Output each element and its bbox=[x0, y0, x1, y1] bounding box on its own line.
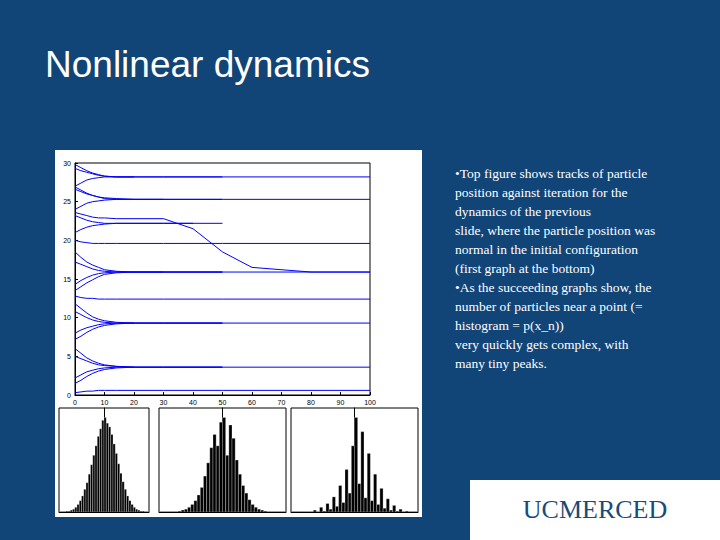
html-text:normal in the initial configur: normal in the initial configuration bbox=[455, 242, 638, 257]
html-text:histogram = p(x_n)): histogram = p(x_n)) bbox=[455, 318, 564, 333]
svg-text:100: 100 bbox=[364, 399, 376, 406]
html-text:dynamics of the previous: dynamics of the previous bbox=[455, 204, 592, 219]
svg-text:30: 30 bbox=[160, 399, 168, 406]
html-text:•As the succeeding graphs show: •As the succeeding graphs show, the bbox=[455, 280, 652, 295]
html-text:number of particles near a poi: number of particles near a point (= bbox=[455, 299, 643, 314]
svg-text:20: 20 bbox=[130, 399, 138, 406]
html-text:position against iteration for: position against iteration for the bbox=[455, 185, 628, 200]
svg-text:0: 0 bbox=[67, 392, 71, 399]
html-text:very quickly gets complex, wit: very quickly gets complex, with bbox=[455, 337, 629, 352]
svg-text:15: 15 bbox=[63, 276, 71, 283]
html-text:Nonlinear dynamics: Nonlinear dynamics bbox=[45, 44, 370, 85]
svg-text:25: 25 bbox=[63, 198, 71, 205]
svg-text:50: 50 bbox=[219, 399, 227, 406]
html-text:slide, where the particle posi: slide, where the particle position was bbox=[455, 223, 656, 238]
svg-text:70: 70 bbox=[278, 399, 286, 406]
svg-text:10: 10 bbox=[63, 314, 71, 321]
svg-text:80: 80 bbox=[307, 399, 315, 406]
html-text:(first graph at the bottom): (first graph at the bottom) bbox=[455, 261, 595, 276]
svg-text:90: 90 bbox=[337, 399, 345, 406]
html-text:•Top figure shows tracks of pa: •Top figure shows tracks of particle bbox=[455, 166, 648, 181]
svg-text:5: 5 bbox=[67, 353, 71, 360]
html-text:many tiny peaks.: many tiny peaks. bbox=[455, 356, 547, 371]
svg-text:10: 10 bbox=[101, 399, 109, 406]
svg-text:40: 40 bbox=[189, 399, 197, 406]
html-text:UCMERCED: UCMERCED bbox=[522, 495, 668, 524]
svg-text:60: 60 bbox=[248, 399, 256, 406]
svg-text:0: 0 bbox=[73, 399, 77, 406]
svg-text:20: 20 bbox=[63, 237, 71, 244]
svg-text:30: 30 bbox=[63, 160, 71, 167]
